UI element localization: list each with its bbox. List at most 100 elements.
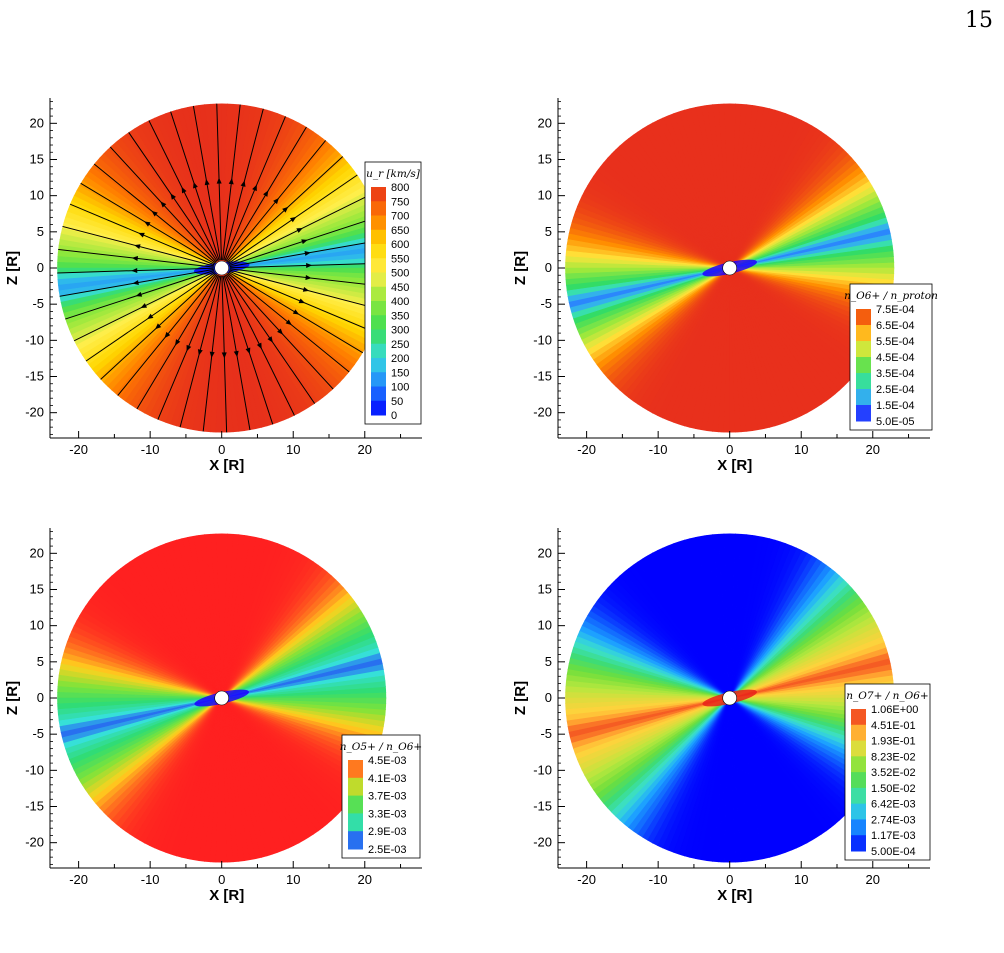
- streamline: [224, 103, 293, 261]
- legend-label: 6.5E-04: [876, 320, 915, 332]
- x-tick-label: 10: [794, 442, 808, 457]
- legend-swatch: [371, 258, 386, 273]
- legend-swatch: [371, 315, 386, 330]
- x-tick-label: -20: [69, 872, 88, 887]
- legend-label: 1.50E-02: [871, 783, 916, 795]
- streamline-arrow: [292, 309, 300, 315]
- streamline-arrow: [296, 227, 303, 233]
- legend-swatch: [851, 724, 866, 742]
- x-tick-label: -10: [649, 442, 668, 457]
- streamline: [224, 274, 303, 431]
- streamline-arrow: [164, 331, 171, 339]
- legend-title: u_r [km/s]: [366, 168, 421, 180]
- legend-label: 4.5E-04: [876, 352, 915, 364]
- streamline-arrow: [277, 328, 283, 335]
- y-tick-label: -15: [533, 799, 552, 814]
- y-tick-label: 15: [30, 151, 44, 166]
- streamline: [175, 275, 221, 433]
- y-tick-label: 10: [30, 188, 44, 203]
- streamline: [223, 275, 279, 433]
- x-tick-label: 10: [286, 442, 300, 457]
- y-tick-label: -5: [32, 296, 44, 311]
- streamline: [72, 272, 216, 371]
- axes: -20 -10 0 10 20 -20 -15 -10 -5 0 5 10 15 20 X [R] Z [R]: [512, 528, 930, 904]
- streamline-arrow: [138, 232, 145, 238]
- chart-panel-1: -20 -10 0 10 20 -20 -15 -10 -5 0 5 10 15 20 X [R] Z [R]…: [4, 98, 422, 474]
- legend-swatch: [371, 244, 386, 259]
- streamline: [106, 273, 218, 409]
- legend-swatch: [856, 325, 871, 342]
- legend-swatch: [371, 372, 386, 387]
- y-tick-label: 10: [30, 618, 44, 633]
- legend-title: n_O5+ / n_O6+: [340, 741, 422, 753]
- legend-swatch: [856, 341, 871, 358]
- legend-label: 3.7E-03: [368, 791, 407, 803]
- legend-label: 750: [391, 196, 409, 208]
- x-tick-label: -20: [577, 442, 596, 457]
- streamline-arrow: [263, 190, 269, 197]
- streamline: [57, 267, 214, 274]
- y-tick-label: -20: [533, 835, 552, 850]
- streamline-arrow: [155, 323, 162, 330]
- legend-swatch: [856, 405, 871, 422]
- streamline: [59, 271, 215, 349]
- legend-label: 1.5E-04: [876, 400, 915, 412]
- streamline: [151, 275, 220, 433]
- axes: -20 -10 0 10 20 -20 -15 -10 -5 0 5 10 15 20 X [R] Z [R]: [4, 98, 422, 474]
- y-tick-label: -10: [25, 332, 44, 347]
- streamline-arrow: [175, 339, 181, 346]
- streamline-arrow: [132, 280, 139, 285]
- y-tick-label: -20: [25, 405, 44, 420]
- legend-swatch: [371, 329, 386, 345]
- chart-panel-4: -20 -10 0 10 20 -20 -15 -10 -5 0 5 10 15 20 X [R] Z [R]…: [512, 528, 931, 904]
- legend-label: 1.06E+00: [871, 704, 918, 716]
- streamline: [221, 275, 228, 433]
- y-tick-label: 15: [30, 581, 44, 596]
- streamline: [190, 103, 221, 261]
- streamline: [228, 165, 372, 264]
- streamline: [141, 105, 219, 262]
- legend-swatch: [856, 373, 871, 390]
- sun-disk: [214, 690, 229, 706]
- y-tick-label: -15: [25, 369, 44, 384]
- streamline-arrow: [135, 291, 143, 297]
- y-tick-label: 20: [538, 545, 552, 560]
- streamline: [57, 197, 215, 266]
- legend-title: n_O6+ / n_proton: [844, 290, 938, 302]
- y-tick-label: 15: [538, 151, 552, 166]
- streamline: [227, 145, 356, 263]
- legend-label: 50: [391, 396, 403, 408]
- chart-panel-2: -20 -10 0 10 20 -20 -15 -10 -5 0 5 10 15 20 X [R] Z [R]…: [512, 98, 938, 474]
- legend-swatch: [348, 777, 363, 797]
- y-axis-label: Z [R]: [4, 251, 21, 285]
- streamline: [57, 247, 214, 268]
- legend-label: 550: [391, 253, 409, 265]
- legend: n_O6+ / n_proton 7.5E-04 6.5E-04 5.5E-04 4.5…: [844, 283, 938, 431]
- legend-label: 2.5E-03: [368, 844, 407, 856]
- y-tick-label: 20: [30, 115, 44, 130]
- y-tick-label: 5: [545, 224, 552, 239]
- legend-swatch: [851, 740, 866, 757]
- legend-label: 5.5E-04: [876, 336, 915, 348]
- streamline-arrow: [144, 221, 151, 227]
- streamline-arrow: [193, 181, 198, 189]
- y-tick-label: -5: [540, 296, 552, 311]
- streamline-arrow: [245, 347, 251, 355]
- streamline-arrow: [306, 262, 313, 268]
- legend-swatch: [851, 787, 866, 805]
- y-tick-label: 0: [37, 690, 44, 705]
- legend-swatch: [371, 301, 386, 316]
- streamline: [128, 274, 218, 424]
- legend-label: 800: [391, 182, 409, 194]
- y-tick-label: -10: [25, 762, 44, 777]
- y-tick-label: -20: [533, 405, 552, 420]
- y-tick-label: 0: [545, 690, 552, 705]
- streamline-arrow: [240, 180, 246, 187]
- legend-swatch: [348, 813, 363, 832]
- streamline: [66, 174, 216, 265]
- x-axis-label: X [R]: [209, 887, 244, 904]
- legend-swatch: [348, 795, 363, 814]
- legend-label: 6.42E-03: [871, 799, 916, 811]
- legend-label: 3.52E-02: [871, 767, 916, 779]
- legend-label: 500: [391, 268, 409, 280]
